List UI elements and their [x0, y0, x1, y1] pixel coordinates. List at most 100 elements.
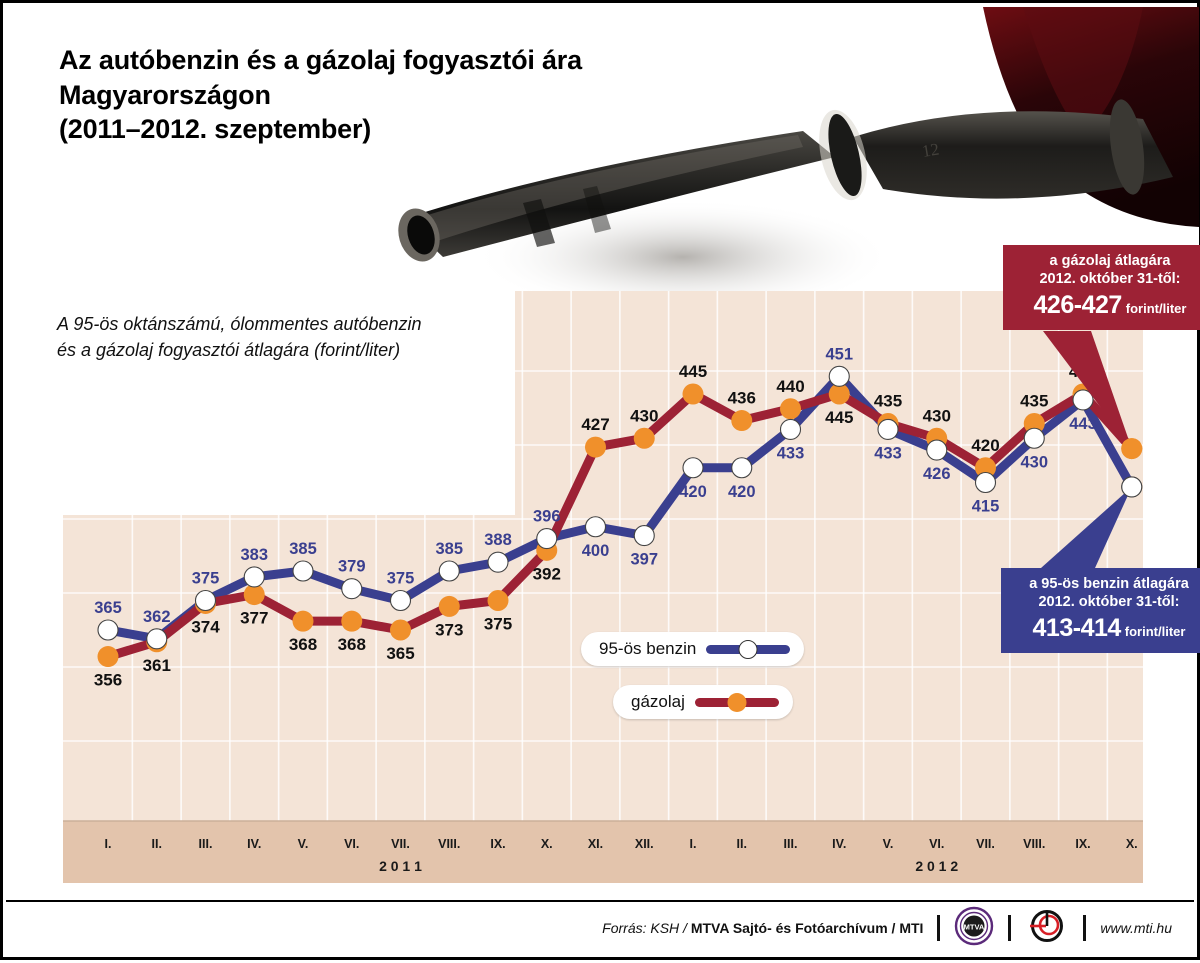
- data-point-petrol: [438, 560, 460, 582]
- footer-divider-1: [937, 915, 941, 941]
- data-point-diesel: [536, 539, 558, 561]
- data-label-petrol: 451: [825, 345, 853, 363]
- x-axis-year-2011: 2 0 1 1: [379, 858, 422, 874]
- data-point-petrol: [1023, 427, 1045, 449]
- page-title: Az autóbenzin és a gázolaj fogyasztói ár…: [59, 45, 582, 145]
- data-label-diesel: 392: [533, 564, 561, 583]
- data-point-diesel: [243, 584, 265, 606]
- data-label-petrol: 430: [1020, 453, 1048, 471]
- legend-label-diesel: gázolaj: [631, 692, 685, 711]
- data-point-petrol: [974, 471, 997, 494]
- legend-item-petrol[interactable]: 95-ös benzin: [581, 632, 805, 666]
- data-point-diesel: [146, 631, 168, 653]
- svg-text:12: 12: [921, 140, 941, 161]
- x-axis-tick-label: I.: [105, 837, 112, 851]
- data-point-petrol: [243, 566, 265, 588]
- data-point-diesel: [97, 646, 119, 668]
- x-axis-tick-label: IX.: [1075, 837, 1090, 851]
- data-point-diesel: [390, 619, 411, 641]
- data-label-petrol: 420: [679, 483, 707, 501]
- data-point-petrol: [292, 560, 314, 582]
- data-point-diesel: [926, 427, 948, 449]
- callout-petrol-unit: forint/liter: [1124, 624, 1186, 640]
- data-label-petrol: 400: [582, 542, 610, 560]
- source-text: Forrás: KSH / MTVA Sajtó- és Fotóarchívu…: [602, 920, 923, 936]
- data-label-diesel: 427: [581, 415, 609, 434]
- x-axis-tick-label: XI.: [588, 837, 603, 851]
- data-label-diesel: 368: [338, 635, 366, 654]
- x-axis-year-2012: 2 0 1 2: [915, 858, 958, 874]
- data-label-diesel: 420: [971, 436, 999, 455]
- data-label-diesel: 445: [1069, 362, 1097, 381]
- data-label-diesel: 361: [143, 656, 171, 675]
- series-line-diesel: [103, 389, 1137, 662]
- x-axis-tick-label: VII.: [391, 837, 410, 851]
- data-point-diesel: [1023, 413, 1045, 434]
- legend-swatch-diesel: [694, 692, 779, 712]
- source-prefix: Forrás: KSH /: [602, 920, 691, 936]
- x-axis-tick-label: IV.: [247, 837, 261, 851]
- website-url: www.mti.hu: [1100, 920, 1172, 936]
- mtva-wordmark: MTVA: [964, 922, 985, 931]
- data-point-petrol: [146, 628, 168, 650]
- data-label-petrol: 420: [728, 483, 756, 501]
- data-point-petrol: [584, 516, 607, 538]
- x-axis-tick-label: V.: [883, 837, 894, 851]
- data-point-diesel: [975, 457, 996, 479]
- x-axis-tick-label: VI.: [344, 837, 359, 851]
- data-label-petrol: 397: [630, 551, 658, 569]
- data-label-diesel: 377: [240, 609, 268, 628]
- data-label-petrol: 433: [777, 444, 805, 462]
- data-label-petrol: 383: [240, 546, 268, 564]
- data-point-petrol: [97, 619, 119, 641]
- data-point-petrol-forecast: [1121, 476, 1143, 498]
- data-label-diesel: 445: [825, 408, 853, 427]
- source-bold: MTVA Sajtó- és Fotóarchívum / MTI: [690, 920, 924, 936]
- callout-diesel-forecast: a gázolaj átlagára 2012. október 31-től:…: [1003, 245, 1200, 330]
- data-point-petrol: [731, 457, 753, 479]
- data-point-petrol: [341, 578, 363, 600]
- callout-diesel-unit: forint/liter: [1125, 301, 1187, 317]
- data-label-diesel: 445: [679, 362, 707, 381]
- data-point-petrol: [389, 589, 412, 612]
- data-point-petrol: [682, 457, 704, 479]
- data-label-diesel: 365: [386, 644, 414, 663]
- legend-swatch-petrol: [706, 639, 791, 659]
- callout-petrol-forecast: a 95-ös benzin átlagára 2012. október 31…: [1001, 568, 1200, 653]
- data-label-diesel: 435: [874, 392, 902, 411]
- data-point-petrol: [1072, 389, 1094, 411]
- data-point-petrol: [828, 365, 850, 387]
- data-point-diesel: [731, 410, 753, 432]
- x-axis-tick-label: IX.: [490, 837, 505, 851]
- x-axis-tick-label: IV.: [832, 837, 846, 851]
- data-point-diesel: [877, 413, 899, 434]
- x-axis-tick-label: II.: [152, 837, 162, 851]
- data-point-petrol: [633, 525, 655, 547]
- data-label-petrol: 365: [94, 599, 122, 617]
- data-label-petrol: 362: [143, 608, 171, 626]
- data-point-diesel: [1121, 438, 1143, 460]
- data-point-diesel: [585, 436, 606, 458]
- data-label-petrol: 443: [1069, 415, 1097, 433]
- data-label-petrol: 426: [923, 465, 951, 483]
- footer-divider-3: [1083, 915, 1087, 941]
- data-label-diesel: 435: [1020, 392, 1048, 411]
- callout-petrol-line1: a 95-ös benzin átlagára: [1029, 576, 1189, 592]
- fuel-nozzle-photo: 12: [383, 7, 1199, 307]
- data-label-diesel: 430: [923, 406, 951, 425]
- data-label-diesel: 356: [94, 671, 122, 690]
- x-axis-tick-label: III.: [784, 837, 798, 851]
- callout-diesel-line2: 2012. október 31-től:: [1039, 270, 1181, 287]
- data-point-petrol: [487, 551, 509, 573]
- footer-bar: Forrás: KSH / MTVA Sajtó- és Fotóarchívu…: [6, 900, 1194, 954]
- data-label-petrol: 415: [972, 498, 1000, 516]
- x-axis-tick-label: I.: [690, 837, 697, 851]
- data-label-diesel: 368: [289, 635, 317, 654]
- data-point-diesel: [633, 427, 655, 449]
- x-axis-tick-label: II.: [737, 837, 747, 851]
- data-point-petrol: [926, 439, 948, 461]
- data-label-petrol: 385: [435, 540, 463, 558]
- legend-item-diesel[interactable]: gázolaj: [613, 685, 793, 719]
- data-label-diesel: 440: [776, 377, 804, 396]
